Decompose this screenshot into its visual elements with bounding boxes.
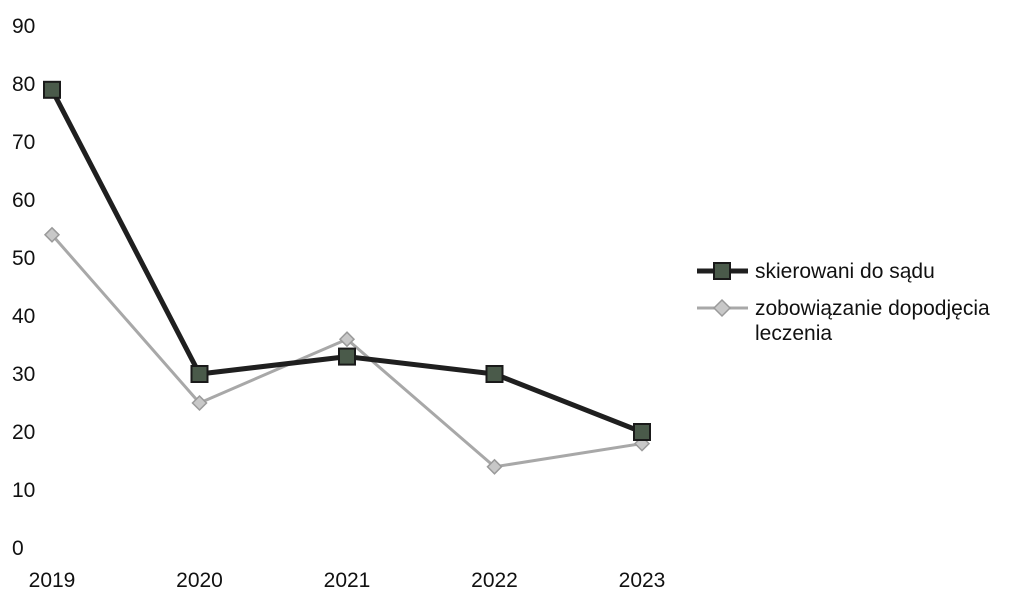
- data-point-marker: [43, 226, 61, 243]
- x-tick-label: 2023: [619, 569, 666, 589]
- legend-label-zobowiazanie: zobowiązanie dopodjęcia leczenia: [755, 297, 996, 345]
- y-axis-tick-labels: 0 10 20 30 40 50 60 70 80 90: [12, 15, 35, 560]
- data-point-marker: [43, 80, 61, 99]
- x-axis-tick-labels: 2019 2020 2021 2022 2023: [29, 569, 666, 589]
- legend-label-zobowiazanie-line1: zobowiązanie dopodjęcia: [755, 297, 990, 320]
- data-point-marker: [338, 347, 356, 366]
- legend-label-zobowiazanie-line2: leczenia: [755, 322, 832, 345]
- y-tick-label: 10: [12, 479, 35, 502]
- data-point-marker: [486, 458, 503, 475]
- y-tick-label: 30: [12, 363, 35, 386]
- data-point-marker: [633, 423, 651, 441]
- y-tick-label: 40: [12, 305, 35, 328]
- legend-label-skierowani: skierowani do sądu: [755, 260, 935, 283]
- y-tick-label: 0: [12, 537, 24, 560]
- x-tick-label: 2020: [176, 569, 223, 589]
- data-point-marker: [190, 365, 209, 383]
- y-tick-label: 90: [12, 15, 35, 38]
- legend-item-zobowiazanie: zobowiązanie dopodjęcia leczenia: [697, 297, 996, 345]
- data-point-marker: [191, 394, 208, 412]
- series-line: [49, 88, 643, 435]
- data-point-marker: [485, 365, 504, 383]
- legend-marker-zobowiazanie: [712, 298, 732, 318]
- legend-marker-skierowani: [713, 262, 731, 280]
- y-tick-label: 70: [12, 131, 35, 154]
- y-tick-label: 20: [12, 421, 35, 444]
- data-point-marker: [338, 331, 356, 348]
- y-tick-label: 50: [12, 247, 35, 270]
- x-tick-label: 2021: [324, 569, 371, 589]
- y-tick-label: 80: [12, 73, 35, 96]
- x-tick-label: 2022: [471, 569, 518, 589]
- x-tick-label: 2019: [29, 569, 76, 589]
- legend-item-skierowani: skierowani do sądu: [697, 260, 935, 283]
- y-tick-label: 60: [12, 189, 35, 212]
- legend: skierowani do sądu zobowiązanie dopodjęc…: [697, 260, 996, 345]
- series-layer: [43, 80, 651, 475]
- series-skierowani: [43, 80, 651, 441]
